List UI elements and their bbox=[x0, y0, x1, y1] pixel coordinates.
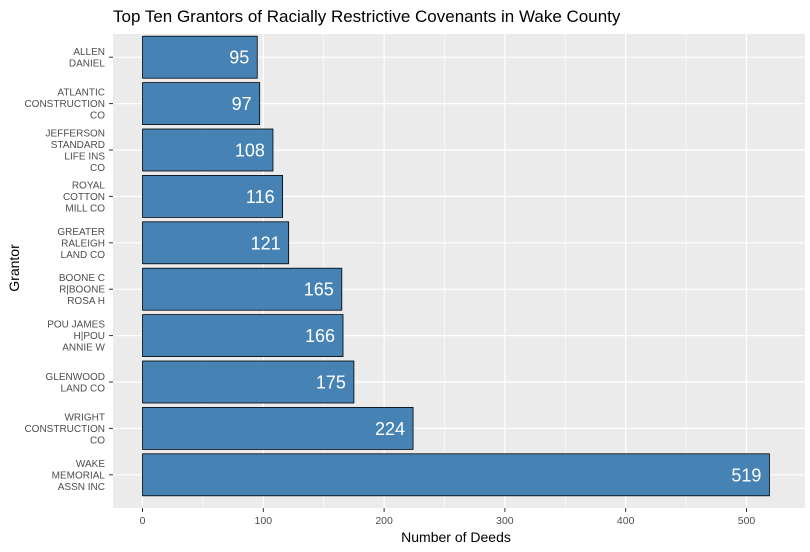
bar bbox=[142, 174, 284, 218]
bars: 95 97 108 116 121 165 166 175 224 519 bbox=[142, 35, 770, 497]
x-tick-label: 200 bbox=[375, 515, 393, 527]
bar-value-label: 116 bbox=[246, 187, 275, 207]
category-label: BOONE C bbox=[59, 273, 105, 284]
gridlines bbox=[113, 34, 805, 508]
bar bbox=[142, 128, 274, 172]
category-label: POU JAMES bbox=[47, 320, 105, 331]
bar bbox=[142, 221, 290, 265]
x-tick-label: 100 bbox=[255, 515, 273, 527]
bar bbox=[142, 406, 414, 450]
bar bbox=[142, 82, 261, 125]
bar-value-label: 175 bbox=[316, 373, 346, 393]
chart-title: Top Ten Grantors of Racially Restrictive… bbox=[113, 7, 621, 26]
bar bbox=[142, 267, 343, 311]
category-label: CO bbox=[90, 435, 105, 446]
category-label: LIFE INS bbox=[64, 151, 105, 162]
x-tick-label: 500 bbox=[738, 515, 756, 527]
x-axis-title: Number of Deeds bbox=[401, 529, 511, 545]
category-label: ROYAL bbox=[72, 180, 106, 191]
bar bbox=[142, 314, 344, 358]
y-axis-ticks: ALLENDANIELATLANTICCONSTRUCTIONCOJEFFERS… bbox=[24, 47, 113, 493]
category-label: DANIEL bbox=[69, 58, 106, 69]
category-label: LAND CO bbox=[61, 383, 106, 394]
bar-value-label: 95 bbox=[229, 48, 249, 68]
category-label: MILL CO bbox=[65, 203, 105, 214]
category-label: ATLANTIC bbox=[57, 88, 105, 99]
x-tick-label: 400 bbox=[617, 515, 635, 527]
category-label: CO bbox=[90, 163, 105, 174]
bar-value-label: 108 bbox=[235, 141, 265, 161]
category-label: WRIGHT bbox=[64, 412, 105, 423]
category-label: ROSA H bbox=[67, 296, 105, 307]
category-label: CONSTRUCTION bbox=[24, 99, 105, 110]
bar-value-label: 165 bbox=[304, 280, 334, 300]
category-label: R|BOONE bbox=[59, 285, 105, 296]
x-tick-label: 300 bbox=[496, 515, 514, 527]
bar-value-label: 224 bbox=[375, 419, 405, 439]
category-label: JEFFERSON bbox=[46, 128, 105, 139]
category-label: ALLEN bbox=[73, 47, 105, 58]
category-label: STANDARD bbox=[51, 140, 105, 151]
bar-value-label: 166 bbox=[305, 326, 335, 346]
category-label: COTTON bbox=[63, 192, 105, 203]
bar-value-label: 519 bbox=[731, 465, 761, 485]
x-axis-ticks: 0 100 200 300 400 500 bbox=[140, 508, 756, 527]
category-label: WAKE bbox=[76, 459, 105, 470]
bar-value-label: 97 bbox=[232, 94, 252, 114]
x-tick-label: 0 bbox=[140, 515, 146, 527]
category-label: CO bbox=[90, 111, 105, 122]
bar bbox=[142, 360, 355, 404]
category-label: GREATER bbox=[57, 227, 105, 238]
y-axis-title: Grantor bbox=[6, 244, 22, 292]
category-label: ANNIE W bbox=[62, 343, 105, 354]
category-label: GLENWOOD bbox=[46, 372, 105, 383]
category-label: ASSN INC bbox=[58, 482, 105, 493]
bar-value-label: 121 bbox=[251, 233, 281, 253]
category-label: LAND CO bbox=[61, 250, 106, 261]
category-label: CONSTRUCTION bbox=[24, 424, 105, 435]
category-label: RALEIGH bbox=[61, 238, 105, 249]
bar bbox=[142, 453, 770, 497]
category-label: MEMORIAL bbox=[52, 470, 106, 481]
category-label: H|POU bbox=[74, 331, 106, 342]
bar bbox=[142, 35, 258, 79]
